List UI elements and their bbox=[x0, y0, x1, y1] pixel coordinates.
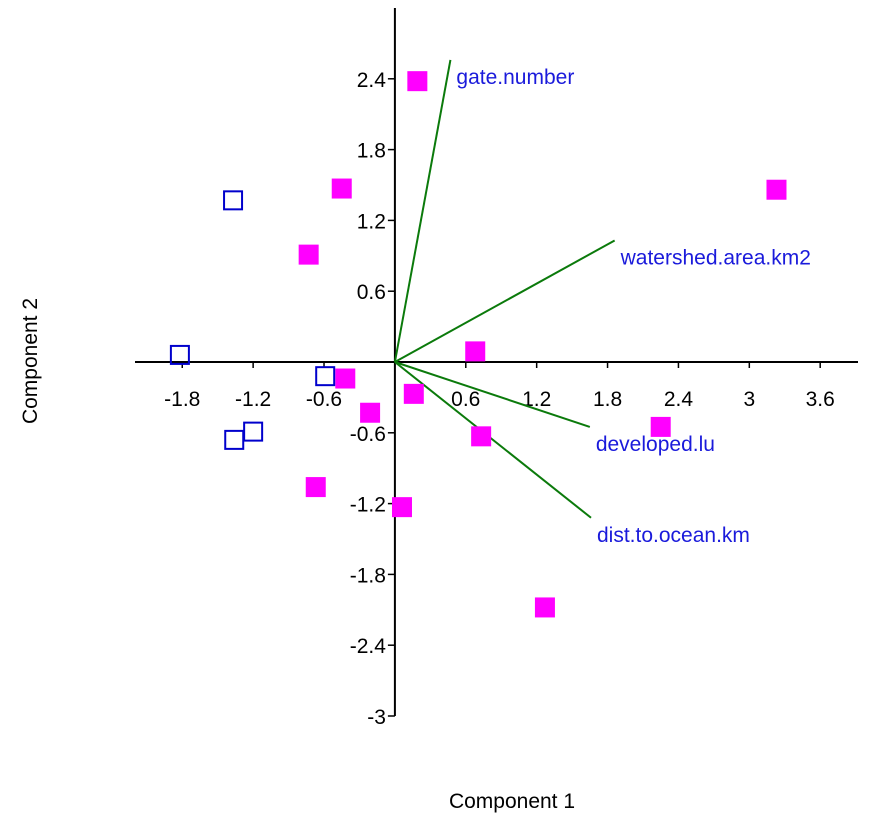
x-tick-label: 1.8 bbox=[593, 388, 622, 411]
point bbox=[391, 497, 412, 518]
x-tick-label: 3.6 bbox=[806, 388, 835, 411]
x-axis-label: Component 1 bbox=[449, 790, 575, 813]
y-tick-label: 2.4 bbox=[357, 69, 387, 92]
y-axis-label: Component 2 bbox=[19, 298, 42, 424]
y-tick-label: -1.2 bbox=[350, 494, 386, 517]
loading-vector bbox=[394, 361, 591, 428]
loading-label: developed.lu bbox=[596, 433, 715, 456]
point bbox=[407, 71, 428, 92]
point bbox=[224, 429, 245, 450]
point bbox=[465, 341, 486, 362]
point bbox=[298, 244, 319, 265]
y-tick-label: -3 bbox=[367, 706, 386, 729]
point bbox=[471, 426, 492, 447]
x-tick-label: -1.8 bbox=[164, 388, 200, 411]
y-tick-label: 1.8 bbox=[357, 140, 386, 163]
point bbox=[169, 344, 190, 365]
point bbox=[360, 402, 381, 423]
point bbox=[315, 366, 336, 387]
x-tick-label: 2.4 bbox=[664, 388, 694, 411]
loading-label: gate.number bbox=[456, 66, 574, 89]
y-tick-label: 1.2 bbox=[357, 210, 386, 233]
y-tick-label: -1.8 bbox=[350, 564, 386, 587]
point bbox=[766, 179, 787, 200]
point bbox=[403, 383, 424, 404]
loading-label: dist.to.ocean.km bbox=[597, 524, 750, 547]
y-tick-label: 0.6 bbox=[357, 281, 386, 304]
point bbox=[331, 178, 352, 199]
point bbox=[223, 190, 244, 211]
loading-vector bbox=[394, 239, 616, 363]
loading-vector bbox=[394, 361, 592, 519]
point bbox=[650, 416, 671, 437]
point bbox=[305, 477, 326, 498]
x-tick-label: 1.2 bbox=[522, 388, 551, 411]
loading-vector bbox=[393, 59, 452, 363]
x-tick-label: 0.6 bbox=[451, 388, 480, 411]
y-tick-label: -2.4 bbox=[350, 635, 387, 658]
x-tick-label: -1.2 bbox=[235, 388, 271, 411]
point bbox=[243, 421, 264, 442]
point bbox=[335, 368, 356, 389]
point bbox=[534, 597, 555, 618]
x-tick-label: -0.6 bbox=[306, 388, 342, 411]
loading-label: watershed.area.km2 bbox=[620, 246, 811, 269]
y-tick-label: -0.6 bbox=[350, 423, 386, 446]
x-tick-label: 3 bbox=[743, 388, 755, 411]
